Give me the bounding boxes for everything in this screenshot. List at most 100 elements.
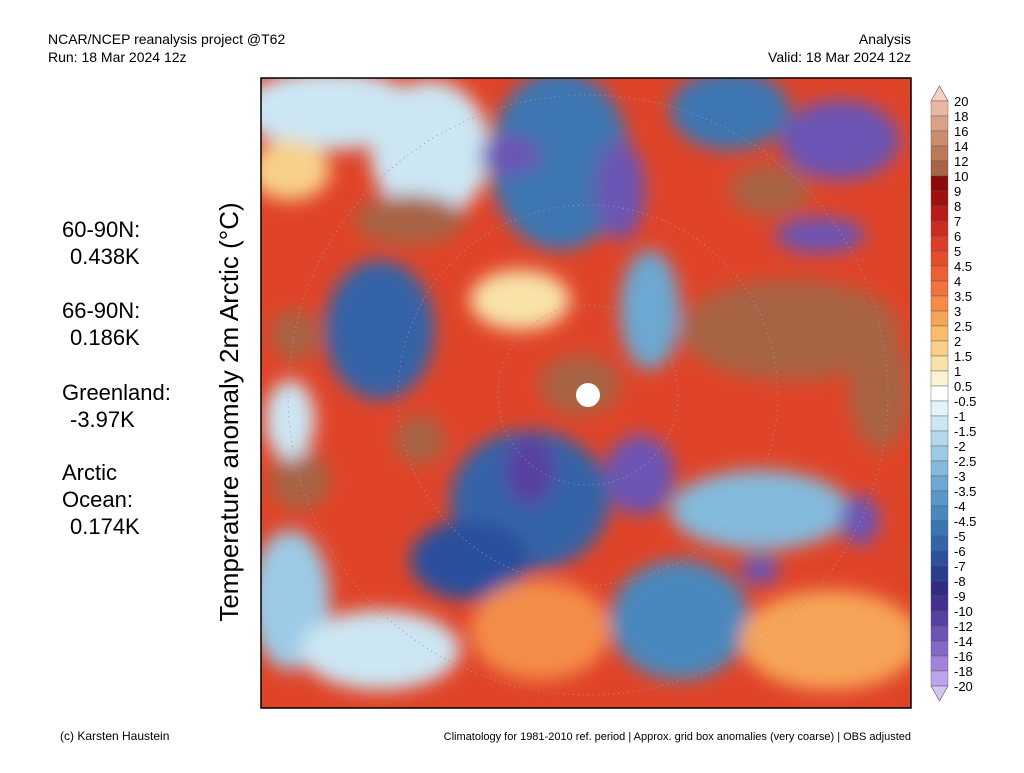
map xyxy=(261,78,911,708)
colorbar-bin xyxy=(930,310,949,327)
colorbar-label: -2 xyxy=(954,439,966,454)
stat-value: 0.186K xyxy=(70,325,140,350)
colorbar-bin xyxy=(930,535,949,552)
colorbar-bin xyxy=(930,235,949,252)
colorbar-bin xyxy=(930,400,949,417)
colorbar-bin xyxy=(930,355,949,372)
header-line: Analysis xyxy=(859,31,911,47)
colorbar-label: 14 xyxy=(954,139,968,154)
stat-label: 60-90N: xyxy=(62,217,140,242)
footer-left: (c) Karsten Haustein xyxy=(60,729,169,743)
colorbar-label: -20 xyxy=(954,679,973,694)
colorbar-label: -14 xyxy=(954,634,973,649)
colorbar-label: -0.5 xyxy=(954,394,976,409)
colorbar-label: -5 xyxy=(954,529,966,544)
colorbar-bin xyxy=(930,505,949,522)
colorbar-bin xyxy=(930,250,949,267)
colorbar-label: -7 xyxy=(954,559,966,574)
colorbar-bin xyxy=(930,460,949,477)
colorbar-label: -3.5 xyxy=(954,484,976,499)
footer-right: Climatology for 1981-2010 ref. period | … xyxy=(444,731,911,743)
colorbar-label: -9 xyxy=(954,589,966,604)
colorbar-bin xyxy=(930,295,949,312)
header-line: Run: 18 Mar 2024 12z xyxy=(48,49,187,65)
colorbar-label: -3 xyxy=(954,469,966,484)
stat-value: 0.174K xyxy=(70,514,140,539)
colorbar-bin xyxy=(930,205,949,222)
colorbar-label: 16 xyxy=(954,124,968,139)
colorbar-bin xyxy=(930,340,949,357)
colorbar-bin xyxy=(930,190,949,207)
colorbar-label: 2 xyxy=(954,334,961,349)
colorbar-bin xyxy=(930,550,949,567)
colorbar-bin xyxy=(930,325,949,342)
colorbar-label: 9 xyxy=(954,184,961,199)
colorbar-label: 4.5 xyxy=(954,259,972,274)
colorbar-label: -16 xyxy=(954,649,973,664)
colorbar-bin xyxy=(930,655,949,672)
colorbar-bin xyxy=(930,265,949,282)
colorbar-label: -10 xyxy=(954,604,973,619)
colorbar-bin xyxy=(930,385,949,402)
colorbar-label: 18 xyxy=(954,109,968,124)
colorbar-bin xyxy=(930,175,949,192)
colorbar-bin xyxy=(930,430,949,447)
colorbar-label: 5 xyxy=(954,244,961,259)
map-frame xyxy=(260,77,912,709)
colorbar-bin xyxy=(930,595,949,612)
colorbar-bin xyxy=(930,640,949,657)
colorbar-label: 1 xyxy=(954,364,961,379)
colorbar-bin xyxy=(930,115,949,132)
colorbar-label: 0.5 xyxy=(954,379,972,394)
colorbar-arrow xyxy=(930,85,949,102)
stat-label: Greenland: xyxy=(62,380,171,405)
colorbar-bin xyxy=(930,415,949,432)
colorbar-label: 6 xyxy=(954,229,961,244)
colorbar-bin xyxy=(930,610,949,627)
stat-label: Arctic xyxy=(62,460,117,485)
colorbar-label: -18 xyxy=(954,664,973,679)
colorbar-bin xyxy=(930,445,949,462)
colorbar-bin xyxy=(930,370,949,387)
colorbar-bin xyxy=(930,160,949,177)
colorbar-label: -6 xyxy=(954,544,966,559)
colorbar-label: -12 xyxy=(954,619,973,634)
colorbar-bin xyxy=(930,580,949,597)
colorbar-label: 1.5 xyxy=(954,349,972,364)
colorbar-label: -4 xyxy=(954,499,966,514)
colorbar-bin xyxy=(930,475,949,492)
header-line: NCAR/NCEP reanalysis project @T62 xyxy=(48,31,285,47)
colorbar-label: 12 xyxy=(954,154,968,169)
colorbar-label: 3 xyxy=(954,304,961,319)
y-axis-label: Temperature anomaly 2m Arctic (°C) xyxy=(214,202,244,621)
colorbar-label: 20 xyxy=(954,94,968,109)
stat-value: -3.97K xyxy=(70,407,135,432)
colorbar-label: -2.5 xyxy=(954,454,976,469)
colorbar-arrow xyxy=(930,685,949,702)
colorbar-bin xyxy=(930,670,949,687)
colorbar-label: 4 xyxy=(954,274,961,289)
colorbar-label: -8 xyxy=(954,574,966,589)
colorbar-label: 10 xyxy=(954,169,968,184)
colorbar-bin xyxy=(930,130,949,147)
colorbar-label: -1.5 xyxy=(954,424,976,439)
colorbar-bin xyxy=(930,565,949,582)
colorbar-bin xyxy=(930,520,949,537)
colorbar-bin xyxy=(930,280,949,297)
colorbar-bin xyxy=(930,490,949,507)
colorbar-bin xyxy=(930,220,949,237)
colorbar-label: 7 xyxy=(954,214,961,229)
colorbar-bin xyxy=(930,625,949,642)
colorbar-label: 2.5 xyxy=(954,319,972,334)
colorbar-label: 8 xyxy=(954,199,961,214)
stat-label: Ocean: xyxy=(62,487,133,512)
colorbar-label: -1 xyxy=(954,409,966,424)
colorbar-bin xyxy=(930,100,949,117)
colorbar-bin xyxy=(930,145,949,162)
header-line: Valid: 18 Mar 2024 12z xyxy=(768,49,911,65)
stat-value: 0.438K xyxy=(70,244,140,269)
colorbar-label: -4.5 xyxy=(954,514,976,529)
stat-label: 66-90N: xyxy=(62,298,140,323)
colorbar-label: 3.5 xyxy=(954,289,972,304)
